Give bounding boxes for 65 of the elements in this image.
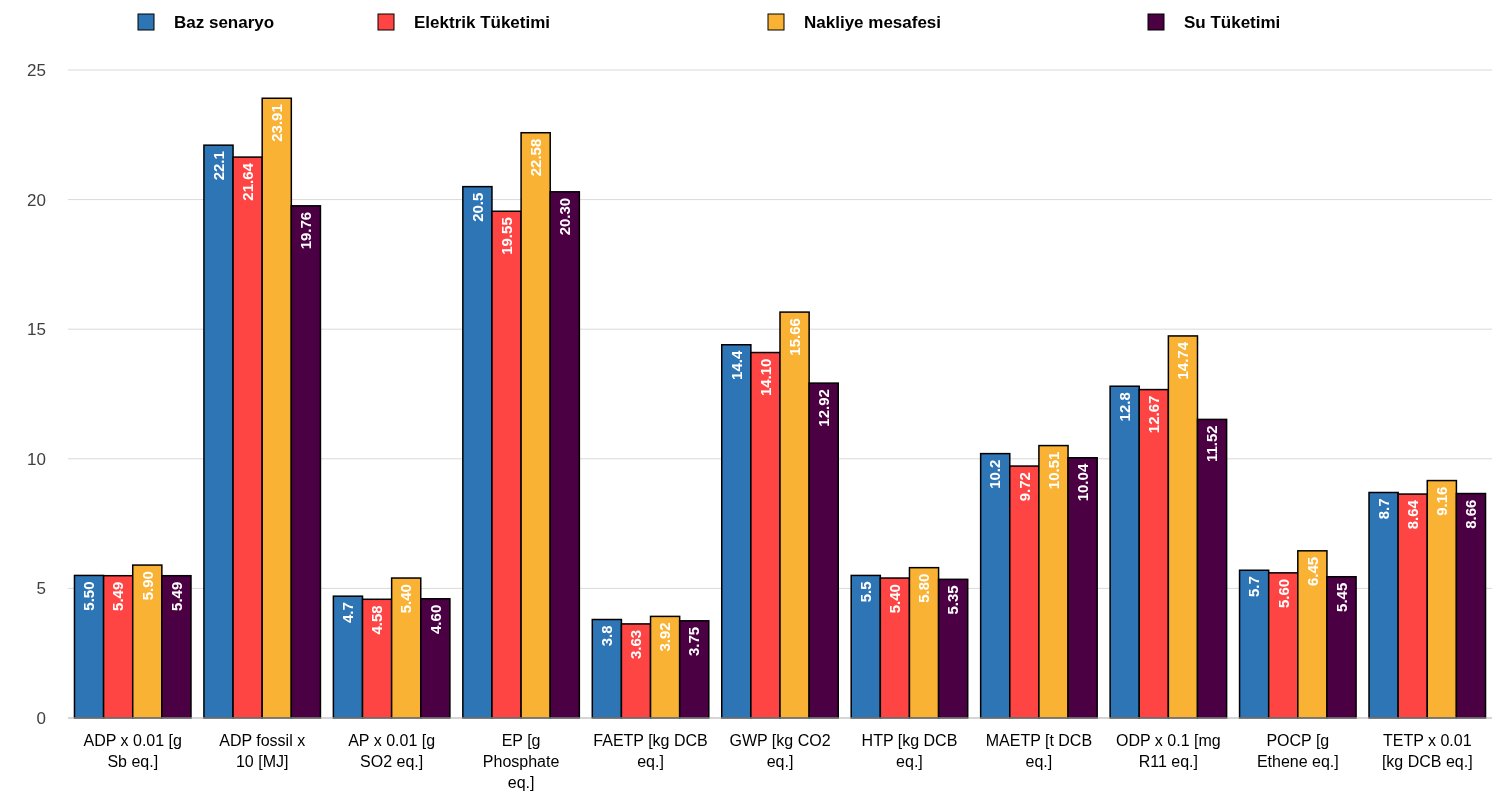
data-label: 20.5 [468, 192, 486, 222]
data-label: 5.40 [397, 584, 415, 614]
data-label: 5.35 [944, 585, 962, 615]
data-label: 14.4 [727, 350, 745, 380]
data-label: 5.5 [857, 581, 875, 603]
x-tick-label: ADP x 0.01 [g Sb eq.] [83, 732, 182, 770]
data-label: 5.49 [109, 581, 127, 611]
data-label: 4.60 [426, 604, 444, 634]
y-tick-label: 5 [36, 579, 46, 599]
data-label: 23.91 [268, 104, 285, 142]
data-label: 5.40 [886, 584, 904, 614]
legend-label: Su Tüketimi [1184, 12, 1281, 32]
legend-label: Elektrik Tüketimi [414, 12, 551, 32]
x-tick-label: TETP x 0.01 [kg DCB eq.] [1381, 732, 1473, 770]
data-label: 5.80 [915, 573, 933, 603]
data-label: 6.45 [1303, 556, 1321, 587]
y-tick-label: 15 [27, 320, 46, 340]
data-label: 3.92 [656, 622, 674, 652]
x-tick-label: EP [g Phosphate eq.] [482, 732, 560, 791]
data-label: 8.66 [1462, 499, 1480, 529]
data-label: 21.64 [238, 162, 256, 201]
legend-label: Baz senaryo [174, 12, 275, 32]
data-label: 11.52 [1203, 425, 1221, 463]
data-label: 14.10 [756, 358, 774, 397]
data-label: 3.8 [598, 625, 616, 647]
x-tick-label: FAETP [kg DCB eq.] [593, 732, 708, 770]
data-label: 4.58 [368, 605, 386, 635]
data-label: 15.66 [785, 318, 803, 356]
x-tick-label: GWP [kg CO2 eq.] [729, 732, 831, 770]
x-tick-label: HTP [kg DCB eq.] [861, 732, 958, 770]
y-tick-label: 25 [27, 60, 46, 80]
data-label: 3.63 [627, 629, 645, 660]
data-label: 9.16 [1433, 486, 1451, 516]
x-tick-label: AP x 0.01 [g SO2 eq.] [348, 732, 436, 770]
data-label: 5.49 [167, 581, 185, 611]
data-label: 12.92 [814, 389, 832, 427]
x-tick-label: ADP fossil x 10 [MJ] [219, 732, 306, 770]
y-tick-label: 20 [27, 190, 46, 210]
data-label: 19.55 [497, 217, 515, 255]
data-label: 10.04 [1073, 463, 1091, 502]
data-label: 3.75 [685, 626, 703, 656]
data-label: 9.72 [1015, 472, 1033, 502]
data-label: 5.90 [138, 571, 156, 601]
data-label: 19.76 [297, 211, 315, 250]
data-label: 8.64 [1403, 499, 1421, 530]
data-label: 10.51 [1044, 451, 1062, 490]
data-label: 8.7 [1374, 498, 1392, 520]
legend-label: Nakliye mesafesi [804, 12, 942, 32]
data-label: 14.74 [1174, 341, 1192, 380]
x-tick-label: MAETP [t DCB eq.] [985, 732, 1093, 770]
data-label: 5.45 [1332, 582, 1350, 612]
y-tick-label: 10 [27, 449, 46, 469]
x-tick-label: POCP [g Ethene eq.] [1256, 732, 1339, 770]
data-label: 5.50 [80, 581, 98, 611]
data-label: 4.7 [339, 602, 357, 624]
data-label: 20.30 [556, 197, 574, 236]
data-label: 22.58 [526, 138, 544, 177]
x-tick-label: ODP x 0.1 [mg R11 eq.] [1116, 732, 1221, 770]
data-label: 12.67 [1145, 395, 1163, 434]
data-label: 10.2 [986, 459, 1004, 489]
y-tick-label: 0 [36, 708, 46, 728]
data-label: 5.60 [1274, 578, 1292, 609]
data-label: 5.7 [1245, 576, 1263, 598]
data-label: 22.1 [209, 151, 227, 181]
data-label: 12.8 [1115, 392, 1133, 422]
